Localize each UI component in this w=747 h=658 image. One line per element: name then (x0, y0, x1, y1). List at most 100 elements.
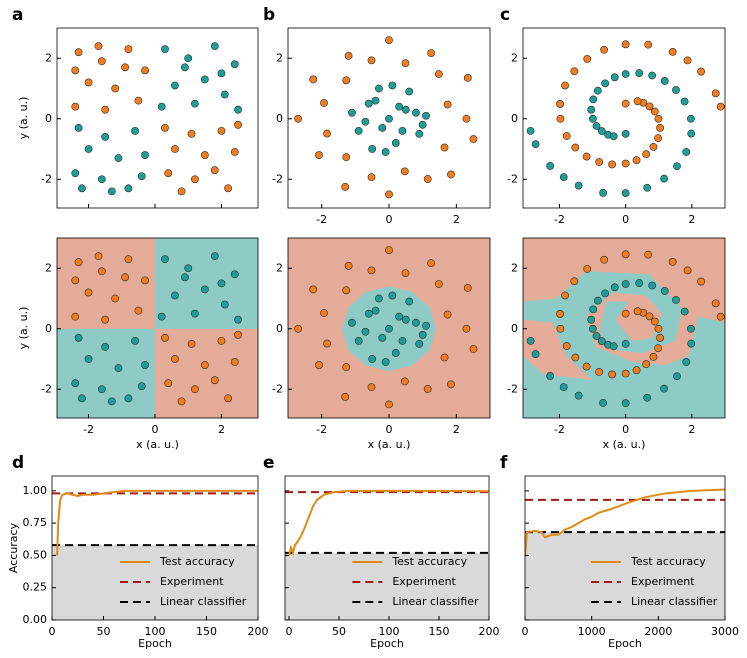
y-tick-label: 0 (45, 112, 52, 125)
point (716, 312, 725, 321)
point (687, 339, 696, 348)
plot-area (57, 238, 258, 418)
point (427, 49, 435, 58)
point (84, 355, 93, 363)
x-tick-label: -2 (316, 213, 327, 226)
point (200, 285, 209, 294)
point (385, 114, 393, 123)
point (683, 56, 692, 65)
point (686, 114, 695, 123)
accuracy-line (56, 489, 258, 556)
point (672, 86, 680, 94)
point (224, 184, 232, 193)
point (621, 99, 630, 108)
y-tick-label: 0 (276, 112, 283, 125)
point (364, 309, 373, 318)
point (101, 133, 110, 141)
point (440, 143, 449, 152)
decision-region (523, 238, 725, 366)
axes-frame (522, 27, 726, 209)
y-axis-label: y (a. u.) (17, 307, 30, 350)
point (654, 114, 663, 123)
decision-region (57, 328, 156, 418)
y-tick-label: 2 (511, 51, 518, 64)
point (385, 246, 393, 255)
x-tick-label: 2 (218, 423, 225, 436)
point (171, 355, 179, 363)
point (217, 279, 226, 288)
point (660, 384, 668, 393)
point (101, 343, 110, 351)
point (463, 284, 472, 292)
x-tick-label: 0 (522, 625, 529, 638)
point (177, 187, 186, 196)
point (161, 45, 169, 54)
point (668, 257, 677, 266)
point (341, 392, 350, 401)
point (141, 361, 149, 369)
accuracy-line (288, 489, 489, 557)
x-axis-label: x (a. u.) (368, 438, 411, 451)
point (71, 276, 80, 285)
point (600, 45, 609, 54)
plot-area (52, 489, 258, 620)
x-tick-label: 100 (379, 625, 400, 638)
x-tick-label: 200 (479, 625, 500, 638)
point (184, 264, 193, 273)
point (224, 394, 232, 403)
point (344, 51, 353, 60)
point (401, 269, 410, 277)
point (643, 393, 652, 402)
point (649, 352, 658, 361)
point (187, 339, 196, 348)
panel-letter: d (12, 453, 24, 473)
point (587, 315, 596, 324)
point (423, 175, 432, 183)
point (642, 360, 651, 369)
y-tick-label: 2 (276, 51, 283, 64)
point (354, 126, 363, 135)
point (217, 336, 226, 345)
point (412, 108, 420, 117)
point (385, 400, 393, 409)
point (711, 299, 720, 308)
y-tick-label: 0 (511, 112, 518, 125)
point (97, 175, 106, 184)
point (71, 102, 80, 111)
axes-frame (287, 237, 491, 419)
plot-area (288, 238, 490, 418)
point (645, 312, 654, 321)
point (368, 145, 377, 153)
axes-frame (51, 475, 259, 621)
plot-area (526, 40, 725, 198)
point (398, 336, 407, 345)
point (342, 286, 351, 295)
point (111, 84, 120, 93)
point (401, 105, 410, 114)
point (656, 333, 664, 342)
point (447, 170, 455, 179)
point (645, 102, 654, 111)
point (656, 123, 664, 132)
point (405, 87, 414, 96)
point (418, 120, 427, 129)
point (398, 126, 407, 135)
y-axis-label: Accuracy (7, 522, 20, 573)
point (378, 333, 387, 342)
x-tick-label: 2 (688, 213, 695, 226)
point (371, 96, 380, 105)
point (632, 156, 641, 165)
x-tick-label: 2 (453, 213, 460, 226)
x-tick-label: 2 (453, 423, 460, 436)
point (680, 307, 689, 316)
point (595, 158, 604, 166)
point (644, 40, 653, 49)
x-tick-label: 2000 (644, 625, 672, 638)
point (683, 266, 692, 275)
point (74, 123, 83, 132)
point (187, 129, 196, 138)
legend-label: Test accuracy (391, 555, 467, 568)
point (400, 167, 409, 176)
point (124, 45, 133, 54)
